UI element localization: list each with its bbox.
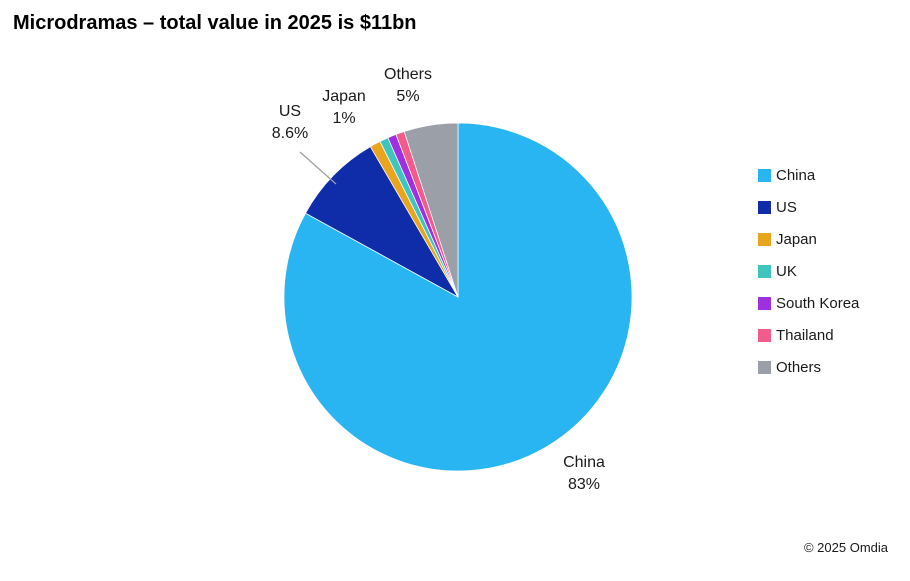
pie-chart [283, 122, 633, 472]
legend-label-south-korea: South Korea [776, 295, 860, 312]
legend-item-japan: Japan [758, 231, 859, 248]
legend-label-us: US [776, 199, 797, 216]
legend-item-china: China [758, 167, 859, 184]
data-label-japan-name: Japan [322, 88, 366, 105]
legend: China US Japan UK South Korea Thailand Others [758, 167, 859, 376]
data-label-china-name: China [563, 454, 605, 471]
legend-item-south-korea: South Korea [758, 295, 859, 312]
data-label-us-pct: 8.6% [271, 125, 309, 142]
legend-swatch-us [758, 201, 771, 214]
chart-title: Microdramas – total value in 2025 is $11… [13, 12, 417, 34]
legend-label-others: Others [776, 359, 822, 376]
data-label-others-pct: 5% [396, 88, 420, 105]
legend-item-others: Others [758, 359, 859, 376]
footer-copyright: © 2025 Omdia [803, 540, 888, 555]
data-label-us-name: US [278, 103, 302, 120]
legend-label-thailand: Thailand [776, 327, 834, 344]
legend-swatch-china [758, 169, 771, 182]
data-label-japan: Japan 1% [322, 86, 366, 130]
legend-label-china: China [776, 167, 816, 184]
legend-item-thailand: Thailand [758, 327, 859, 344]
data-label-others: Others 5% [384, 64, 432, 108]
legend-label-uk: UK [776, 263, 797, 280]
legend-item-us: US [758, 199, 859, 216]
data-label-us: US 8.6% [272, 101, 308, 145]
data-label-china-pct: 83% [567, 476, 601, 493]
legend-swatch-thailand [758, 329, 771, 342]
legend-swatch-uk [758, 265, 771, 278]
legend-swatch-south-korea [758, 297, 771, 310]
data-label-china: China 83% [563, 452, 605, 496]
legend-item-uk: UK [758, 263, 859, 280]
legend-label-japan: Japan [776, 231, 817, 248]
legend-swatch-japan [758, 233, 771, 246]
pie-slice-others [403, 122, 459, 298]
data-label-others-name: Others [383, 66, 433, 83]
data-label-japan-pct: 1% [332, 110, 356, 127]
legend-swatch-others [758, 361, 771, 374]
